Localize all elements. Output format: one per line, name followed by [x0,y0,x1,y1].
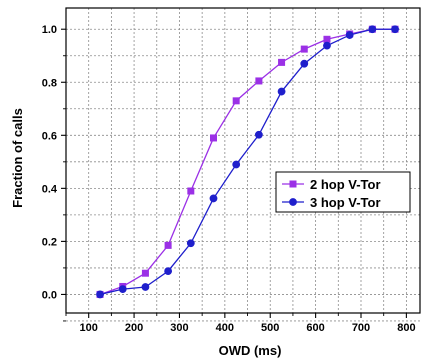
data-point [210,134,218,142]
x-tick-label: 300 [170,322,188,334]
x-tick-label: 100 [80,322,98,334]
x-tick-label: 700 [352,322,370,334]
data-point [232,97,240,105]
data-point [277,87,286,96]
x-tick-label: 800 [397,322,415,334]
grid [65,8,420,322]
y-axis-title: Fraction of calls [10,108,25,208]
y-tick-label: 0.8 [42,77,57,89]
data-point [300,45,308,53]
data-point [300,59,309,68]
data-point [232,160,241,169]
data-point [164,267,173,275]
data-point [164,241,172,249]
plot-frame [65,7,421,314]
x-tick-label: 200 [125,322,143,334]
data-point [96,290,104,299]
data-point [323,41,331,50]
data-point [254,130,263,139]
data-point [255,77,263,85]
data-point [141,269,149,277]
legend-label: 3 hop V-Tor [310,195,381,210]
data-point [368,25,377,34]
legend-box [275,171,411,213]
data-point [187,187,195,195]
series-group [96,25,399,299]
data-point [323,35,331,43]
x-tick-label: 400 [216,322,234,334]
legend-marker [289,180,297,188]
series-2 [96,25,399,299]
y-tick-label: 0.6 [42,130,57,142]
legend-marker [289,198,297,206]
legend-label: 2 hop V-Tor [310,177,381,192]
series-line [99,28,396,296]
data-point [118,285,127,294]
data-point [141,283,150,291]
y-tick-label: 0.2 [42,236,57,248]
x-tick-label: 600 [306,322,324,334]
x-tick-label: 500 [261,322,279,334]
data-point [391,25,399,34]
y-tick-label: 0.4 [42,183,58,195]
data-point [278,58,286,66]
data-point [209,194,218,203]
data-point [345,31,354,39]
x-axis-title: OWD (ms) [219,343,282,358]
data-point [186,239,195,248]
y-tick-label: 1.0 [42,24,57,36]
y-tick-label: 0.0 [42,289,57,301]
axes: 100 200 300 400 500 600 700 800 0.0 0.2 0.4 0.6 0.8 1… [42,7,421,334]
legend: 2 hop V-Tor 3 hop V-Tor [275,171,411,213]
